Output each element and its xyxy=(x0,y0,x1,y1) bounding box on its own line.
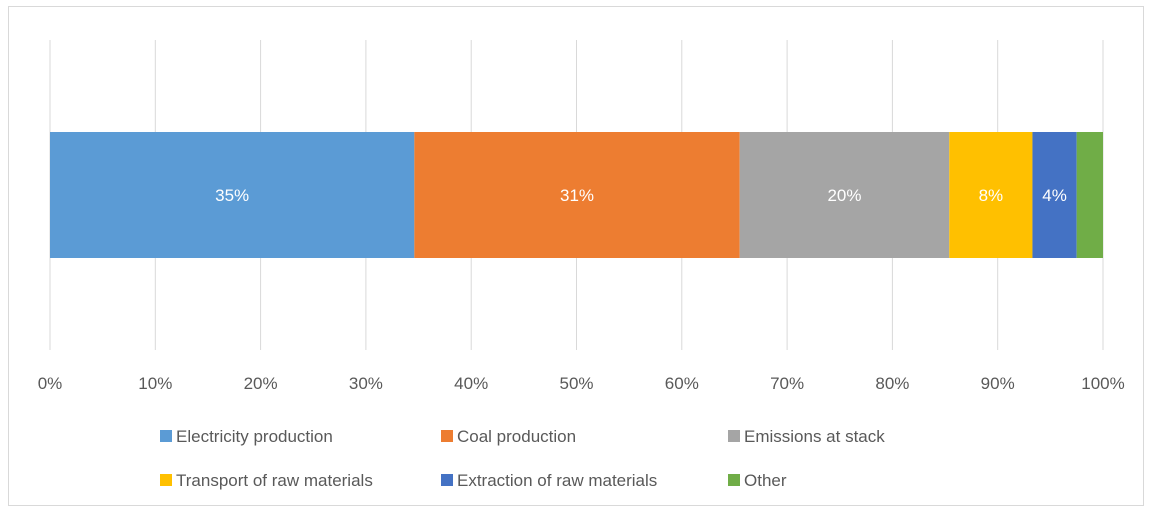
data-label: 31% xyxy=(560,186,594,205)
data-label: 8% xyxy=(979,186,1004,205)
bar-segment xyxy=(739,132,950,258)
data-label: 35% xyxy=(215,186,249,205)
bar-segment xyxy=(1076,132,1103,258)
x-tick-label: 30% xyxy=(349,374,383,393)
data-label: 4% xyxy=(1042,186,1067,205)
x-axis-tick-labels: 0% 10% 20% 30% 40% 50% 60% 70% 80% 90% 100% xyxy=(38,374,1125,393)
legend-label: Transport of raw materials xyxy=(176,471,373,490)
legend-swatch xyxy=(441,430,453,442)
legend-swatch xyxy=(160,430,172,442)
x-tick-label: 60% xyxy=(665,374,699,393)
x-tick-label: 80% xyxy=(875,374,909,393)
bar-segments xyxy=(50,132,1103,258)
legend-label: Coal production xyxy=(457,427,576,446)
data-label: 20% xyxy=(827,186,861,205)
legend-swatch xyxy=(728,430,740,442)
x-tick-label: 40% xyxy=(454,374,488,393)
x-tick-label: 100% xyxy=(1081,374,1124,393)
legend-label: Extraction of raw materials xyxy=(457,471,657,490)
legend-swatch xyxy=(160,474,172,486)
legend-label: Other xyxy=(744,471,787,490)
legend-swatch xyxy=(441,474,453,486)
data-labels: 35% 31% 20% 8% 4% xyxy=(215,186,1067,205)
bar-segment xyxy=(414,132,740,258)
bar-segment xyxy=(1032,132,1077,258)
legend-label: Emissions at stack xyxy=(744,427,885,446)
x-tick-label: 70% xyxy=(770,374,804,393)
legend-label: Electricity production xyxy=(176,427,333,446)
bar-segment xyxy=(949,132,1033,258)
legend: Electricity production Coal production Emi… xyxy=(160,427,885,490)
x-tick-label: 90% xyxy=(981,374,1015,393)
x-tick-label: 50% xyxy=(559,374,593,393)
x-tick-label: 10% xyxy=(138,374,172,393)
x-tick-label: 20% xyxy=(244,374,278,393)
x-tick-label: 0% xyxy=(38,374,63,393)
bar-segment xyxy=(50,132,415,258)
legend-swatch xyxy=(728,474,740,486)
